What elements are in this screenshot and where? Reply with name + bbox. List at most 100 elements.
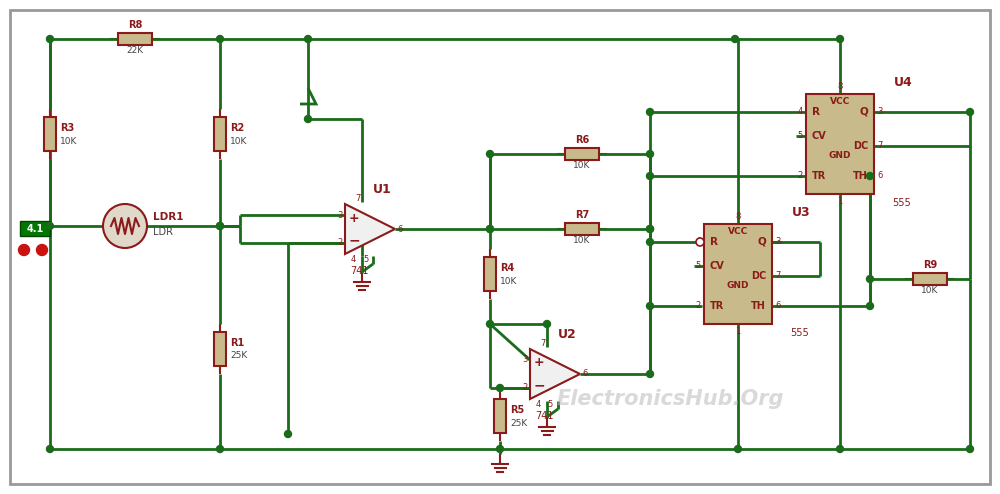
Text: −: − — [348, 233, 360, 247]
Bar — [20, 221, 50, 236]
Text: 8: 8 — [837, 82, 843, 91]
Circle shape — [866, 172, 874, 179]
Circle shape — [216, 446, 224, 453]
Circle shape — [496, 384, 504, 392]
Text: ElectronicsHub.Org: ElectronicsHub.Org — [556, 389, 784, 409]
Text: 555: 555 — [790, 328, 809, 338]
Text: R7: R7 — [575, 210, 589, 220]
Circle shape — [646, 239, 654, 246]
Text: 4: 4 — [798, 108, 803, 117]
Bar — [118, 33, 152, 45]
Text: R1: R1 — [230, 338, 244, 348]
Text: 741: 741 — [350, 266, 369, 276]
Text: 10K: 10K — [500, 277, 517, 286]
Circle shape — [866, 302, 874, 310]
Text: 7: 7 — [775, 272, 780, 281]
Text: Q: Q — [859, 107, 868, 117]
Text: 10K: 10K — [573, 161, 591, 170]
Text: +: + — [349, 211, 359, 224]
Polygon shape — [530, 349, 580, 399]
Circle shape — [646, 151, 654, 158]
Bar — [494, 399, 506, 433]
Text: 7: 7 — [877, 141, 882, 151]
Circle shape — [646, 172, 654, 179]
Text: DC: DC — [751, 271, 766, 281]
Circle shape — [646, 225, 654, 233]
Text: R3: R3 — [60, 123, 74, 133]
Text: 5: 5 — [548, 400, 553, 409]
Text: R: R — [812, 107, 820, 117]
Text: CV: CV — [812, 131, 827, 141]
Circle shape — [46, 36, 54, 42]
Text: +: + — [534, 357, 544, 370]
Bar — [484, 257, 496, 291]
Text: 3: 3 — [775, 238, 780, 247]
Text: LDR: LDR — [153, 227, 173, 237]
Circle shape — [486, 151, 494, 158]
Text: R2: R2 — [230, 123, 244, 133]
Text: 2: 2 — [696, 301, 701, 311]
Bar — [214, 117, 226, 151]
Circle shape — [304, 36, 312, 42]
Circle shape — [304, 116, 312, 123]
Bar — [214, 332, 226, 366]
Text: 10K: 10K — [230, 136, 247, 146]
Bar — [806, 94, 874, 194]
Text: 1: 1 — [837, 197, 843, 206]
Text: 6: 6 — [397, 224, 402, 234]
Text: TH: TH — [853, 171, 868, 181]
Text: R5: R5 — [510, 405, 524, 415]
Circle shape — [46, 222, 54, 230]
Text: R4: R4 — [500, 263, 514, 273]
Circle shape — [836, 36, 844, 42]
Circle shape — [966, 446, 974, 453]
Bar — [44, 117, 56, 151]
Text: R: R — [710, 237, 718, 247]
Polygon shape — [345, 204, 395, 254]
Text: U3: U3 — [792, 206, 811, 219]
Text: 1: 1 — [735, 327, 741, 336]
Text: 8: 8 — [735, 212, 741, 221]
Text: 6: 6 — [582, 370, 587, 378]
Bar — [913, 273, 947, 285]
Text: 5: 5 — [696, 261, 701, 271]
Text: R9: R9 — [923, 260, 937, 270]
Text: 5: 5 — [798, 131, 803, 140]
Text: 4.1: 4.1 — [26, 223, 44, 234]
Text: 7: 7 — [540, 339, 545, 348]
Text: 22K: 22K — [126, 46, 144, 55]
Circle shape — [646, 109, 654, 116]
Text: 555: 555 — [892, 198, 911, 208]
Text: 6: 6 — [775, 301, 780, 311]
Text: Q: Q — [757, 237, 766, 247]
Text: 25K: 25K — [230, 352, 247, 361]
Circle shape — [646, 225, 654, 233]
Text: CV: CV — [710, 261, 725, 271]
Text: 6: 6 — [877, 171, 882, 180]
Circle shape — [836, 446, 844, 453]
Text: 25K: 25K — [510, 418, 527, 427]
Circle shape — [734, 446, 742, 453]
Text: U1: U1 — [373, 183, 391, 196]
Circle shape — [36, 245, 48, 255]
Text: TR: TR — [812, 171, 826, 181]
Text: 10K: 10K — [573, 236, 591, 245]
Circle shape — [646, 370, 654, 377]
Text: 3: 3 — [338, 210, 343, 219]
Text: R8: R8 — [128, 20, 142, 30]
Bar — [565, 223, 599, 235]
Circle shape — [216, 36, 224, 42]
Circle shape — [486, 225, 494, 233]
Text: GND: GND — [727, 282, 749, 290]
Text: 2: 2 — [798, 171, 803, 180]
Circle shape — [646, 302, 654, 310]
Text: VCC: VCC — [728, 228, 748, 237]
Text: 5: 5 — [363, 255, 368, 264]
Text: GND: GND — [829, 152, 851, 161]
Circle shape — [866, 276, 874, 283]
Text: 3: 3 — [523, 356, 528, 365]
Text: TH: TH — [751, 301, 766, 311]
Text: U4: U4 — [894, 76, 913, 89]
Text: 741: 741 — [535, 411, 554, 421]
Circle shape — [696, 238, 704, 246]
